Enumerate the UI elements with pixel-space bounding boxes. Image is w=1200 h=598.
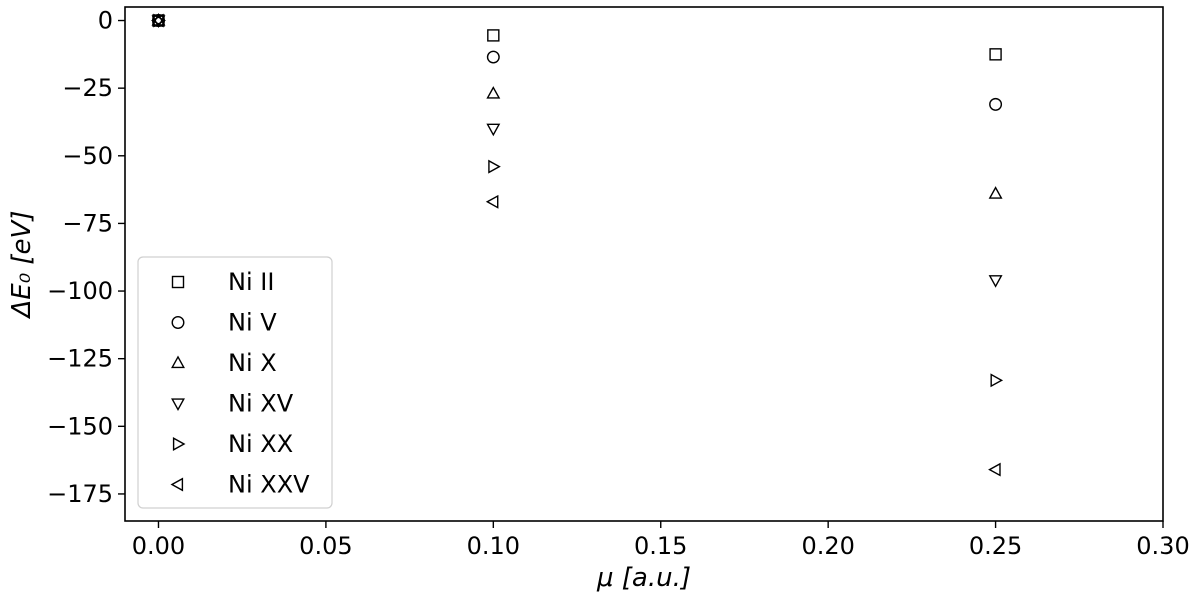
legend-marker-circle: [171, 316, 185, 329]
legend-label: Ni XX: [228, 430, 293, 458]
y-tick-label: −150: [47, 412, 113, 440]
data-point-triangle-left: [988, 462, 1001, 477]
legend-label: Ni XXV: [228, 471, 310, 499]
data-point-triangle-right: [990, 373, 1004, 388]
legend-label: Ni V: [228, 309, 277, 337]
x-tick-label: 0.05: [299, 532, 352, 560]
data-point-triangle-up: [988, 186, 1003, 199]
x-tick-label: 0.15: [634, 532, 687, 560]
data-point-triangle-up: [486, 86, 501, 99]
legend-marker-triangle-right: [172, 437, 186, 451]
x-tick-label: 0.00: [132, 532, 185, 560]
x-axis-ticks: 0.00 0.05 0.10 0.15 0.20 0.25 0.30: [132, 521, 1190, 560]
data-point-triangle-right: [153, 13, 166, 28]
data-point-triangle-up: [151, 13, 166, 26]
x-tick-label: 0.30: [1136, 532, 1189, 560]
data-point-triangle-down: [151, 15, 166, 29]
legend-marker-square: [171, 275, 185, 289]
x-axis-label: μ [a.u.]: [596, 563, 691, 593]
y-tick-label: −100: [47, 277, 113, 305]
legend: Ni II Ni V Ni X Ni XV Ni XX Ni XXV: [137, 256, 333, 509]
data-point-square: [989, 48, 1002, 61]
y-tick-label: −125: [47, 345, 113, 373]
data-point-triangle-down: [486, 123, 501, 137]
legend-marker-triangle-up: [171, 355, 185, 369]
data-point-triangle-right: [488, 159, 501, 174]
plot-frame: [124, 6, 1164, 522]
data-point-triangle-down: [988, 275, 1003, 288]
legend-label: Ni X: [228, 349, 277, 377]
y-tick-label: −75: [62, 209, 113, 237]
data-point-circle: [486, 50, 500, 64]
data-point-triangle-left: [150, 13, 164, 28]
y-tick-label: −175: [47, 480, 113, 508]
data-point-triangle-left: [485, 194, 499, 209]
data-point-square: [487, 29, 500, 42]
y-axis-label: ΔE₀ [eV]: [7, 211, 37, 320]
y-tick-label: −50: [62, 142, 113, 170]
legend-label: Ni XV: [228, 390, 294, 418]
y-tick-label: 0: [98, 7, 113, 35]
legend-box: [137, 256, 333, 509]
data-point-circle: [989, 97, 1003, 111]
y-tick-label: −25: [62, 74, 113, 102]
legend-marker-triangle-down: [171, 398, 185, 411]
legend-marker-triangle-left: [170, 477, 184, 492]
data-points: [150, 13, 1004, 477]
x-tick-label: 0.20: [801, 532, 854, 560]
legend-label: Ni II: [228, 268, 274, 296]
x-tick-label: 0.10: [467, 532, 520, 560]
y-axis-ticks: 0 −25 −50 −75 −100 −125 −150 −175: [47, 7, 125, 508]
x-tick-label: 0.25: [969, 532, 1022, 560]
